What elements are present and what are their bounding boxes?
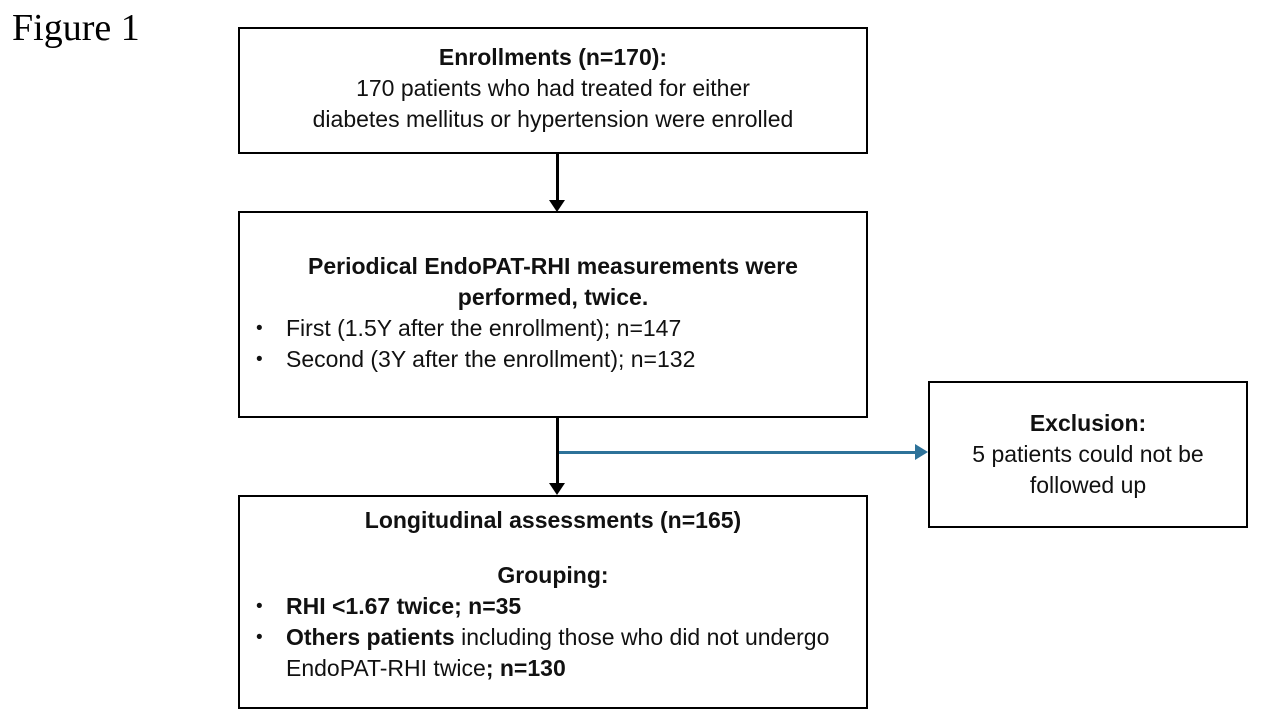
arrow-measurements-to-longitudinal [549,418,566,495]
text-segment: followed up [1029,472,1147,498]
bullet-marker: • [256,627,263,648]
bullet-text: First (1.5Y after the enrollment); n=147 [286,313,856,344]
text-segment: Longitudinal assessments (n=165) [364,507,742,533]
text-segment: Exclusion: [1029,410,1147,436]
text-segment: Periodical EndoPAT-RHI measurements were [308,253,798,279]
spacer-line [240,536,866,560]
text-segment: 170 patients who had treated for either [356,75,750,101]
text-segment: Grouping: [497,562,609,588]
arrow-to-exclusion [559,444,928,461]
text-line: Enrollments (n=170): [240,42,866,73]
longitudinal-box: Longitudinal assessments (n=165) Grouping… [238,495,868,709]
bullet-text: RHI <1.67 twice; n=35 [286,591,856,622]
text-segment: First (1.5Y after the enrollment); n=147 [286,315,682,341]
bullet-item: • Others patients including those who did… [240,622,866,684]
bullet-marker: • [256,318,263,339]
text-segment: 5 patients could not be [972,441,1204,467]
text-line: Grouping: [240,560,866,591]
text-line: performed, twice. [240,282,866,313]
text-segment: RHI <1.67 twice; n=35 [286,593,522,619]
text-segment: diabetes mellitus or hypertension were e… [312,106,794,132]
text-line: 170 patients who had treated for either [240,73,866,104]
bullet-item: • First (1.5Y after the enrollment); n=14… [240,313,866,344]
text-segment: performed, twice. [457,284,649,310]
arrowhead-down-icon [549,483,566,495]
text-line: Longitudinal assessments (n=165) [240,505,866,536]
text-segment: Enrollments (n=170): [438,44,668,70]
text-line: Periodical EndoPAT-RHI measurements were [240,251,866,282]
exclusion-box: Exclusion: 5 patients could not be followe… [928,381,1248,528]
text-line: diabetes mellitus or hypertension were e… [240,104,866,135]
enrollment-box: Enrollments (n=170): 170 patients who had… [238,27,868,154]
figure-label: Figure 1 [12,7,140,49]
bullet-text: Others patients including those who did … [286,622,856,684]
arrowhead-right-icon [915,444,928,461]
text-segment: including those who did not undergo Endo… [286,624,830,681]
arrowhead-down-icon [549,200,566,212]
bullet-item: • RHI <1.67 twice; n=35 [240,591,866,622]
text-line: 5 patients could not be [930,439,1246,470]
bullet-marker: • [256,596,263,617]
arrow-enrollment-to-measurements [549,154,566,212]
text-line: followed up [930,470,1246,501]
bullet-item: • Second (3Y after the enrollment); n=132 [240,344,866,375]
text-segment: ; n=130 [485,655,566,681]
bullet-marker: • [256,349,263,370]
text-segment: Others patients [286,624,455,650]
measurements-box: Periodical EndoPAT-RHI measurements were… [238,211,868,418]
bullet-text: Second (3Y after the enrollment); n=132 [286,344,856,375]
text-line: Exclusion: [930,408,1246,439]
text-segment: Second (3Y after the enrollment); n=132 [286,346,696,372]
